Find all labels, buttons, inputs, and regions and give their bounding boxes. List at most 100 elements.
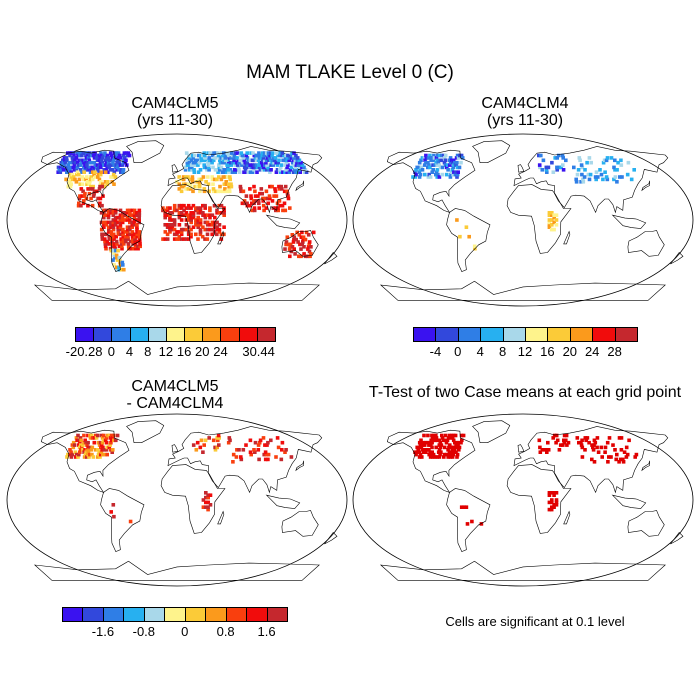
lake-cell: [96, 448, 100, 452]
lake-cell: [117, 255, 122, 260]
lake-cell: [550, 498, 554, 502]
lake-cell: [91, 455, 96, 459]
lake-cell: [64, 177, 68, 182]
lake-cell: [73, 165, 78, 170]
lake-cell: [205, 223, 210, 227]
lake-cell: [307, 240, 312, 244]
lake-cell: [98, 196, 103, 201]
lake-cell: [68, 153, 72, 158]
lake-cell: [252, 448, 256, 452]
lake-cell: [78, 448, 83, 452]
lake-cell: [266, 165, 270, 170]
lake-cell: [95, 189, 99, 194]
lake-cell: [415, 450, 419, 454]
lake-cell: [97, 163, 102, 167]
lake-cell: [106, 211, 111, 215]
lake-cell: [82, 455, 87, 459]
lake-cell: [216, 433, 221, 438]
lake-cell: [539, 153, 543, 158]
lake-cell: [126, 237, 130, 241]
lake-cell: [431, 438, 436, 443]
lake-cell: [285, 165, 289, 170]
lake-cell: [426, 175, 431, 179]
lake-cell: [606, 460, 610, 464]
lake-cell: [222, 158, 226, 163]
colorbar-tick-label: 16: [540, 344, 555, 359]
lake-cell: [257, 160, 262, 165]
lake-cell: [78, 436, 83, 440]
lake-cell: [455, 175, 459, 179]
lake-cell: [583, 168, 587, 172]
lake-cell: [432, 156, 437, 160]
lake-cell: [550, 505, 554, 509]
lake-cell: [434, 436, 439, 440]
lake-cell: [430, 433, 434, 438]
lake-cell: [106, 213, 111, 217]
lake-cell: [77, 438, 81, 443]
lake-cell: [99, 220, 104, 225]
lake-cell: [58, 170, 63, 174]
coastline-indonesia: [611, 214, 647, 229]
lake-cell: [119, 267, 124, 272]
lake-cell: [575, 172, 580, 177]
lake-cell: [189, 158, 194, 163]
lake-cell: [245, 165, 249, 170]
lake-cell: [184, 213, 189, 217]
lake-cell: [185, 158, 189, 163]
lake-cell: [580, 445, 585, 450]
lake-cell: [554, 503, 559, 507]
coastline-australia: [281, 510, 319, 537]
lake-cell: [232, 158, 236, 163]
lake-cell: [118, 218, 123, 222]
lake-cell: [274, 208, 278, 213]
lake-cell: [118, 223, 123, 227]
lake-cell: [85, 151, 90, 155]
lake-cell: [74, 455, 78, 459]
lake-cell: [455, 165, 460, 170]
coastline-japan: [295, 180, 304, 192]
lake-cell: [99, 445, 103, 450]
lake-cell: [76, 163, 81, 167]
lake-cell: [276, 445, 281, 450]
lake-cell: [111, 220, 116, 225]
lake-cell: [86, 153, 90, 158]
lake-cell: [82, 194, 87, 198]
lake-cell: [116, 225, 120, 229]
lake-cell: [427, 172, 431, 177]
colorbar-tick-label: 24: [213, 344, 228, 359]
lake-cell: [61, 160, 66, 165]
lake-cell: [551, 436, 555, 440]
lake-cell: [96, 168, 100, 172]
lake-cell: [273, 187, 277, 191]
panel-title-line2: (yrs 11-30): [136, 112, 214, 129]
lake-cell: [179, 230, 184, 234]
lake-cell: [611, 443, 615, 447]
lake-cell: [629, 177, 634, 182]
lake-cell: [632, 168, 636, 172]
lake-cell: [223, 151, 228, 155]
coastline-antarctica: [379, 560, 666, 581]
lake-cell: [265, 156, 270, 160]
lake-cell: [419, 165, 424, 170]
lake-cell: [547, 500, 552, 505]
lake-cell: [96, 153, 100, 158]
lake-cell: [96, 172, 101, 177]
lake-cell: [102, 215, 106, 220]
lake-cell: [83, 158, 87, 163]
lake-cell: [268, 170, 272, 174]
lake-cell: [84, 177, 88, 182]
lake-cell: [203, 158, 208, 163]
lake-cell: [76, 160, 80, 165]
lake-cell: [168, 215, 172, 220]
lake-cell: [252, 153, 257, 158]
lake-cell: [537, 438, 542, 443]
lake-cell: [428, 455, 433, 459]
lake-cell: [181, 177, 186, 182]
lake-cell: [101, 170, 106, 174]
panel-title-line1: CAM4CLM5: [131, 95, 219, 112]
lake-cell: [311, 230, 316, 235]
lake-cell: [303, 237, 308, 242]
lake-cell: [65, 165, 69, 170]
lake-cell: [93, 170, 97, 174]
lake-cell: [189, 215, 193, 220]
